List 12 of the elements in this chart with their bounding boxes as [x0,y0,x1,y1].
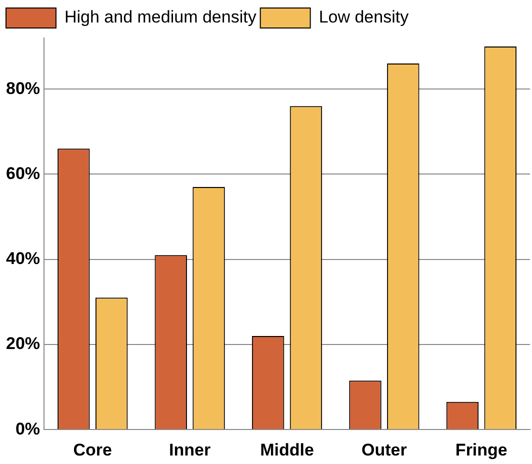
y-tick-label: 40% [6,249,40,268]
x-tick-label: Core [73,440,112,460]
y-tick-label: 60% [6,164,40,183]
legend-label: High and medium density [64,8,257,27]
x-tick-label: Fringe [455,440,508,460]
legend-label: Low density [318,8,410,27]
y-tick-label: 80% [6,78,40,98]
y-tick-label: 20% [6,334,40,354]
x-tick-label: Inner [169,440,211,460]
y-tick-label: 0% [15,419,40,438]
x-tick-label: Outer [362,440,408,460]
x-tick-label: Middle [260,440,314,460]
